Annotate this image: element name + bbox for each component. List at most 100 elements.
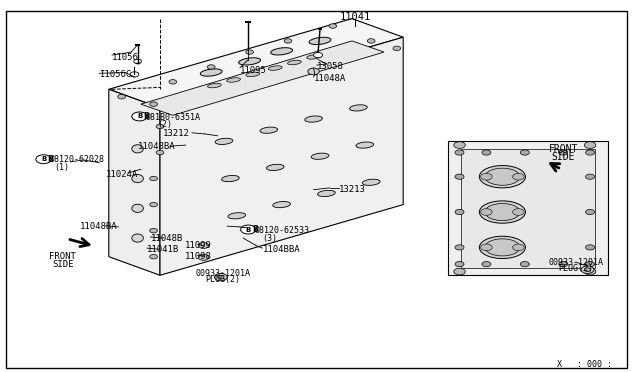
Ellipse shape — [349, 105, 367, 111]
Circle shape — [308, 68, 319, 75]
Text: FRONT: FRONT — [49, 252, 76, 261]
Ellipse shape — [239, 58, 260, 65]
Text: 08120-62028: 08120-62028 — [50, 155, 105, 164]
Circle shape — [520, 262, 529, 267]
Ellipse shape — [260, 127, 278, 133]
Text: (1): (1) — [54, 163, 69, 172]
Ellipse shape — [317, 190, 335, 196]
Ellipse shape — [485, 203, 520, 221]
Text: (2): (2) — [157, 120, 172, 129]
Circle shape — [134, 59, 141, 64]
Circle shape — [586, 209, 595, 215]
Circle shape — [584, 268, 596, 275]
Polygon shape — [160, 37, 403, 275]
Circle shape — [455, 174, 464, 179]
Circle shape — [118, 94, 125, 99]
Circle shape — [314, 52, 323, 58]
Circle shape — [586, 245, 595, 250]
Ellipse shape — [485, 168, 520, 185]
Polygon shape — [141, 41, 384, 115]
Ellipse shape — [271, 48, 292, 55]
Circle shape — [584, 142, 596, 148]
Text: SIDE: SIDE — [552, 152, 575, 162]
Ellipse shape — [287, 60, 301, 65]
Ellipse shape — [132, 234, 143, 242]
Circle shape — [198, 243, 209, 248]
Ellipse shape — [481, 173, 492, 180]
Ellipse shape — [215, 138, 233, 144]
Text: 11048B: 11048B — [150, 234, 182, 243]
Polygon shape — [461, 149, 595, 268]
Ellipse shape — [311, 153, 329, 159]
Circle shape — [455, 209, 464, 215]
Ellipse shape — [221, 176, 239, 182]
Ellipse shape — [513, 209, 524, 215]
Text: X   : 000 :: X : 000 : — [557, 360, 612, 369]
Text: 11041: 11041 — [340, 12, 371, 22]
Circle shape — [241, 225, 256, 234]
Circle shape — [559, 150, 568, 155]
Circle shape — [150, 254, 157, 259]
Circle shape — [455, 245, 464, 250]
Text: 1104BBA: 1104BBA — [262, 245, 300, 254]
Circle shape — [586, 150, 595, 155]
Circle shape — [367, 39, 375, 43]
Text: PLUG(2): PLUG(2) — [559, 264, 593, 273]
Ellipse shape — [228, 213, 246, 219]
Ellipse shape — [273, 202, 291, 208]
Circle shape — [150, 102, 157, 106]
Circle shape — [130, 72, 139, 77]
Text: (3): (3) — [262, 234, 277, 243]
Ellipse shape — [309, 37, 331, 45]
Circle shape — [520, 150, 529, 155]
Text: SIDE: SIDE — [52, 260, 74, 269]
Circle shape — [482, 262, 491, 267]
Text: 13213: 13213 — [339, 185, 366, 194]
Polygon shape — [109, 19, 403, 108]
Circle shape — [156, 124, 164, 129]
Circle shape — [246, 50, 253, 54]
Ellipse shape — [268, 66, 282, 70]
Ellipse shape — [481, 244, 492, 251]
Ellipse shape — [513, 244, 524, 251]
Text: 11099: 11099 — [185, 241, 212, 250]
Circle shape — [214, 273, 227, 281]
Circle shape — [132, 112, 147, 121]
Ellipse shape — [200, 69, 222, 76]
Ellipse shape — [513, 173, 524, 180]
Text: 11095: 11095 — [240, 66, 267, 75]
Circle shape — [150, 202, 157, 207]
Circle shape — [584, 268, 591, 272]
Text: 00933-1201A: 00933-1201A — [548, 258, 604, 267]
Circle shape — [393, 46, 401, 51]
Circle shape — [586, 174, 595, 179]
Circle shape — [284, 39, 292, 43]
Polygon shape — [109, 89, 160, 275]
Ellipse shape — [485, 239, 520, 256]
Text: 13212: 13212 — [163, 129, 190, 138]
Text: 08120-62533: 08120-62533 — [255, 226, 310, 235]
Text: 13058: 13058 — [317, 62, 344, 71]
Ellipse shape — [132, 145, 143, 153]
Circle shape — [454, 268, 465, 275]
Circle shape — [218, 275, 224, 279]
Text: 00933-1201A: 00933-1201A — [195, 269, 250, 278]
Circle shape — [455, 150, 464, 155]
Text: B: B — [246, 227, 251, 232]
Text: 11048BA: 11048BA — [80, 222, 118, 231]
Text: 11048A: 11048A — [314, 74, 346, 83]
Text: 11041B: 11041B — [147, 245, 179, 254]
Circle shape — [454, 142, 465, 148]
Text: B: B — [143, 112, 148, 121]
Circle shape — [455, 262, 464, 267]
Ellipse shape — [246, 72, 260, 77]
Ellipse shape — [479, 201, 525, 223]
Text: FRONT: FRONT — [548, 144, 578, 154]
Text: 11056: 11056 — [112, 53, 139, 62]
Ellipse shape — [479, 236, 525, 259]
Text: B: B — [137, 113, 142, 119]
Polygon shape — [448, 141, 608, 275]
Circle shape — [150, 176, 157, 181]
Text: B: B — [252, 225, 257, 234]
Circle shape — [150, 228, 157, 233]
